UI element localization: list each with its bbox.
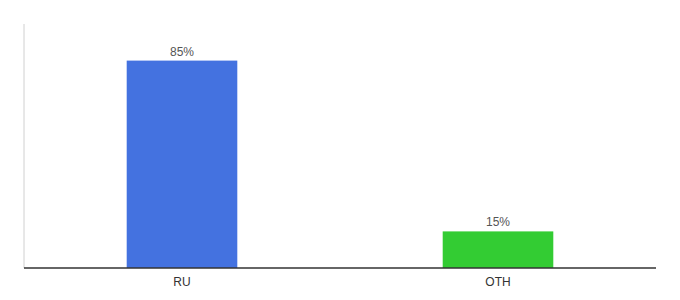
data-label: 85% — [170, 45, 194, 59]
y-axis-line — [24, 24, 25, 268]
chart-svg: 85% 15% RU OTH — [0, 0, 680, 300]
bar — [127, 61, 238, 268]
bars — [127, 61, 554, 268]
chart-container: 85% 15% RU OTH — [0, 0, 680, 300]
x-axis-line — [24, 267, 656, 269]
x-tick-label: OTH — [485, 275, 510, 289]
bar — [443, 231, 554, 268]
x-tick-label: RU — [173, 275, 190, 289]
data-label: 15% — [486, 215, 510, 229]
